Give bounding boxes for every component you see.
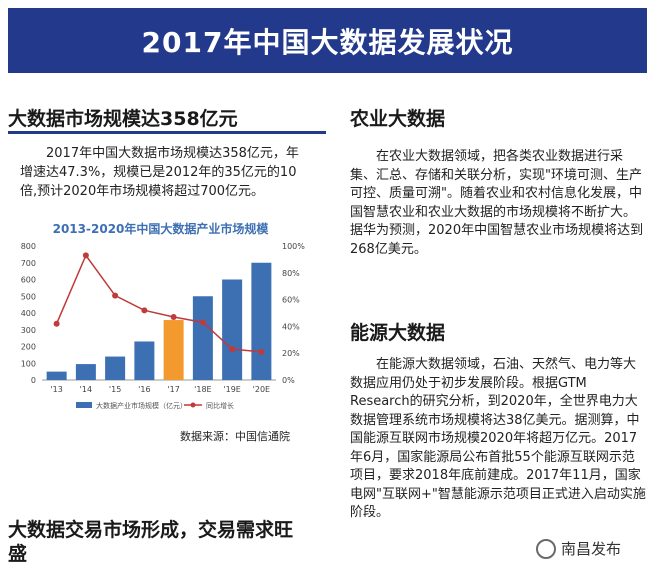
energy-paragraph: 在能源大数据领域，石油、天然气、电力等大数据应用仍处于初步发展阶段。根据GTM …: [350, 357, 646, 520]
legend-line-label: 同比增长: [206, 401, 234, 410]
growth-point: [112, 292, 119, 299]
agriculture-heading: 农业大数据: [350, 108, 446, 130]
x-tick-label: '17: [167, 385, 179, 394]
y-left-tick-label: 100: [21, 359, 36, 368]
y-right-tick-label: 100%: [282, 242, 305, 251]
growth-point: [258, 348, 265, 355]
y-left-tick-label: 700: [21, 259, 36, 268]
bar: [134, 341, 155, 380]
bar: [192, 296, 213, 380]
bar: [46, 371, 67, 380]
y-left-tick-label: 600: [21, 276, 36, 285]
market-chart: 0 100 200 300 400 500 600 700 800 0% 20% 40% 60% 80% 1…: [8, 218, 313, 458]
legend-bar-label: 大数据产业市场规模（亿元）: [96, 401, 187, 410]
legend-bar-swatch: [76, 402, 92, 408]
x-tick-label: '16: [138, 385, 150, 394]
watermark-text: 南昌发布: [561, 540, 622, 558]
y-right-tick-label: 20%: [282, 349, 300, 358]
x-tick-label: '13: [50, 385, 62, 394]
market-size-heading: 大数据市场规模达358亿元: [8, 108, 238, 130]
growth-point: [53, 320, 60, 327]
y-right-tick-label: 40%: [282, 322, 300, 331]
x-tick-label: '14: [80, 385, 92, 394]
bar: [105, 356, 126, 380]
bar: [251, 262, 272, 380]
data-source: 数据来源：中国信通院: [180, 430, 290, 443]
growth-point: [82, 252, 89, 259]
growth-point: [199, 319, 206, 326]
y-left-tick-label: 300: [21, 326, 36, 335]
y-right-tick-label: 60%: [282, 296, 300, 305]
y-left-tick-label: 500: [21, 292, 36, 301]
x-tick-label: '19E: [223, 385, 240, 394]
x-tick-label: '18E: [194, 385, 211, 394]
wechat-icon: [536, 538, 556, 559]
growth-line: [55, 253, 262, 353]
x-tick-label: '15: [109, 385, 121, 394]
agriculture-paragraph: 在农业大数据领域，把各类农业数据进行采集、汇总、存储和关联分析，实现"环境可测、…: [350, 149, 644, 257]
y-left-tick-label: 200: [21, 343, 36, 352]
page-header: 2017年中国大数据发展状况: [8, 8, 647, 73]
y-left-tick-label: 0: [31, 376, 36, 385]
energy-heading: 能源大数据: [350, 322, 446, 344]
heading-divider: [8, 131, 326, 134]
y-left-tick-label: 800: [21, 242, 36, 251]
market-chart-svg: 0 100 200 300 400 500 600 700 800 0% 20% 40% 60% 80% 1…: [21, 242, 306, 410]
chart-title: 2013-2020年中国大数据产业市场规模: [52, 222, 269, 236]
watermark: 南昌发布: [536, 538, 621, 559]
x-tick-label: '20E: [253, 385, 270, 394]
growth-point: [170, 314, 177, 321]
market-size-paragraph: 2017年中国大数据市场规模达358亿元，年增速达47.3%，规模已是2012年…: [20, 146, 299, 199]
bar: [75, 364, 96, 380]
y-left-tick-label: 400: [21, 309, 36, 318]
page-title: 2017年中国大数据发展状况: [141, 25, 514, 59]
y-right-tick-label: 0%: [282, 376, 295, 385]
growth-point: [141, 307, 148, 314]
legend-line-marker: [190, 402, 196, 408]
trading-market-heading: 大数据交易市场形成，交易需求旺盛: [8, 519, 294, 565]
growth-point: [229, 346, 236, 353]
y-right-tick-label: 80%: [282, 269, 300, 278]
bar: [222, 279, 243, 380]
bar: [163, 320, 184, 380]
